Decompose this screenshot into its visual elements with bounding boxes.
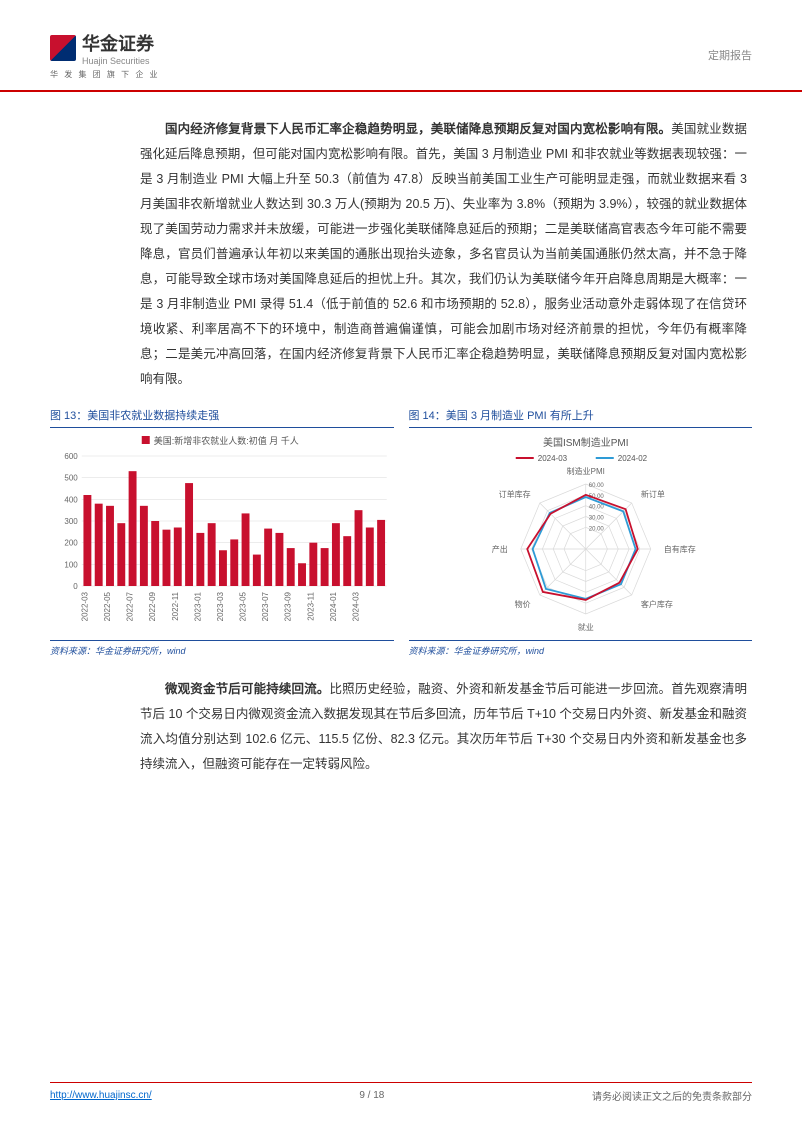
report-type-label: 定期报告 — [708, 47, 752, 63]
svg-text:2022-11: 2022-11 — [171, 591, 180, 620]
svg-text:新订单: 新订单 — [640, 489, 664, 499]
svg-text:2024-03: 2024-03 — [537, 454, 567, 463]
svg-text:2023-03: 2023-03 — [216, 591, 225, 621]
radar-chart-svg: 美国ISM制造业PMI2024-032024-0260.0050.0040.00… — [409, 434, 753, 634]
chart-13-source: 资料来源：华金证券研究所，wind — [50, 640, 394, 657]
footer-url[interactable]: http://www.huajinsc.cn/ — [50, 1090, 152, 1101]
svg-text:2022-07: 2022-07 — [126, 591, 135, 621]
svg-text:60.00: 60.00 — [588, 483, 604, 489]
svg-text:2023-07: 2023-07 — [261, 591, 270, 621]
svg-text:2023-09: 2023-09 — [284, 591, 293, 621]
svg-text:制造业PMI: 制造业PMI — [566, 466, 604, 476]
svg-text:2024-01: 2024-01 — [329, 591, 338, 621]
chart-14-canvas: 美国ISM制造业PMI2024-032024-0260.0050.0040.00… — [409, 434, 753, 634]
footer-page: 9 / 18 — [359, 1090, 384, 1101]
svg-text:2022-09: 2022-09 — [148, 591, 157, 621]
svg-text:30.00: 30.00 — [588, 516, 604, 522]
svg-text:美国:新增非农就业人数:初值 月 千人: 美国:新增非农就业人数:初值 月 千人 — [154, 435, 299, 446]
svg-text:0: 0 — [73, 582, 78, 591]
svg-text:2023-01: 2023-01 — [193, 591, 202, 621]
svg-text:400: 400 — [64, 495, 78, 504]
svg-text:2022-03: 2022-03 — [80, 591, 89, 621]
svg-text:600: 600 — [64, 452, 78, 461]
logo-icon — [50, 35, 76, 61]
svg-text:300: 300 — [64, 517, 78, 526]
chart-13-canvas: 美国:新增非农就业人数:初值 月 千人 0 100 200 300 400 500 600 20… — [50, 434, 394, 634]
svg-text:100: 100 — [64, 560, 78, 569]
para1-body: 美国就业数据强化延后降息预期，但可能对国内宽松影响有限。首先，美国 3 月制造业… — [140, 122, 747, 386]
chart-14-block: 图 14：美国 3 月制造业 PMI 有所上升 美国ISM制造业PMI 2024-… — [409, 407, 753, 657]
svg-text:2023-05: 2023-05 — [239, 591, 248, 621]
company-logo-block: 华金证券 Huajin Securities 华 发 集 团 旗 下 企 业 — [50, 30, 160, 80]
page-header: 华金证券 Huajin Securities 华 发 集 团 旗 下 企 业 定… — [0, 0, 802, 92]
footer-disclaimer: 请务必阅读正文之后的免责条款部分 — [592, 1088, 752, 1103]
svg-text:自有库存: 自有库存 — [663, 544, 695, 554]
svg-text:40.00: 40.00 — [588, 505, 604, 511]
svg-text:订单库存: 订单库存 — [498, 489, 530, 499]
svg-text:客户库存: 客户库存 — [640, 599, 672, 609]
svg-text:500: 500 — [64, 474, 78, 483]
chart-14-title: 图 14：美国 3 月制造业 PMI 有所上升 — [409, 407, 753, 428]
bar-chart-svg: 美国:新增非农就业人数:初值 月 千人 0 100 200 300 400 500 600 20… — [50, 434, 394, 634]
svg-text:20.00: 20.00 — [588, 526, 604, 532]
chart-14-source: 资料来源：华金证券研究所，wind — [409, 640, 753, 657]
paragraph-1: 国内经济修复背景下人民币汇率企稳趋势明显，美联储降息预期反复对国内宽松影响有限。… — [0, 92, 802, 402]
svg-text:物价: 物价 — [514, 599, 530, 609]
svg-text:产出: 产出 — [491, 544, 507, 554]
svg-text:2022-05: 2022-05 — [103, 591, 112, 621]
chart-13-block: 图 13：美国非农就业数据持续走强 美国:新增非农就业人数:初值 月 千人 0 10… — [50, 407, 394, 657]
page-footer: http://www.huajinsc.cn/ 9 / 18 请务必阅读正文之后… — [50, 1082, 752, 1103]
paragraph-2: 微观资金节后可能持续回流。比照历史经验，融资、外资和新发基金节后可能进一步回流。… — [0, 662, 802, 787]
company-name-en: Huajin Securities — [82, 56, 154, 66]
charts-row: 图 13：美国非农就业数据持续走强 美国:新增非农就业人数:初值 月 千人 0 10… — [0, 402, 802, 662]
svg-text:美国ISM制造业PMI: 美国ISM制造业PMI — [542, 436, 628, 449]
chart-13-title: 图 13：美国非农就业数据持续走强 — [50, 407, 394, 428]
para1-lead: 国内经济修复背景下人民币汇率企稳趋势明显，美联储降息预期反复对国内宽松影响有限。 — [165, 122, 671, 136]
company-name-cn: 华金证券 — [82, 30, 154, 56]
para2-lead: 微观资金节后可能持续回流。 — [165, 682, 330, 696]
svg-text:2024-02: 2024-02 — [617, 454, 647, 463]
company-tagline: 华 发 集 团 旗 下 企 业 — [50, 69, 160, 80]
svg-text:2023-11: 2023-11 — [306, 591, 315, 620]
svg-text:200: 200 — [64, 539, 78, 548]
svg-text:就业: 就业 — [577, 622, 593, 632]
svg-text:2024-03: 2024-03 — [352, 591, 361, 621]
